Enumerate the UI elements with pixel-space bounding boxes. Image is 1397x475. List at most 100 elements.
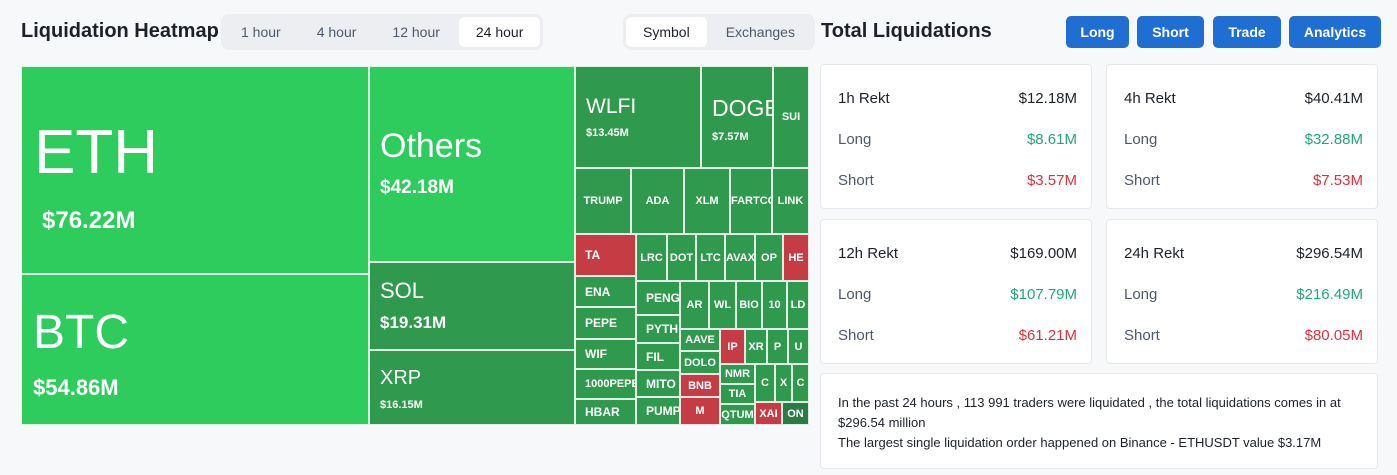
card-long-value: $216.49M xyxy=(1296,286,1363,303)
heatmap-tile-xai[interactable]: XAI xyxy=(755,402,782,425)
heatmap-tile-link[interactable]: LINK xyxy=(772,168,809,234)
heatmap-tile-on[interactable]: ON xyxy=(782,402,809,425)
card-long-label: Long xyxy=(1124,131,1158,148)
heatmap-tile-x[interactable]: X xyxy=(775,364,792,402)
heatmap-tile-c[interactable]: C xyxy=(755,364,775,402)
tile-symbol: HE xyxy=(788,251,804,264)
heatmap-tile-pyth[interactable]: PYTH xyxy=(636,315,680,343)
card-long-label: Long xyxy=(838,286,872,303)
heatmap-tile-xr[interactable]: XR xyxy=(745,329,767,364)
card-long-value: $8.61M xyxy=(1026,131,1077,148)
heatmap-tile-dot[interactable]: DOT xyxy=(667,234,696,281)
card-long-value: $107.79M xyxy=(1010,286,1077,303)
card-short-label: Short xyxy=(838,327,874,344)
tile-symbol: Others xyxy=(380,127,483,165)
heatmap-tile-c2[interactable]: C xyxy=(792,364,809,402)
heatmap-tile-hbar[interactable]: HBAR xyxy=(575,399,636,425)
card-period: 24h Rekt xyxy=(1124,245,1185,262)
tab-symbol[interactable]: Symbol xyxy=(626,17,707,47)
card-short-value: $3.57M xyxy=(1026,172,1077,189)
analytics-button[interactable]: Analytics xyxy=(1289,16,1381,48)
heatmap-tile-bnb[interactable]: BNB xyxy=(680,374,720,397)
tile-symbol: ETH xyxy=(34,118,158,187)
tile-symbol: ON xyxy=(787,407,804,420)
heatmap-tile-others[interactable]: Others $42.18M xyxy=(369,66,575,262)
card-period: 1h Rekt xyxy=(838,90,890,107)
heatmap-tile-mito[interactable]: MITO xyxy=(636,370,680,397)
card-total: $40.41M xyxy=(1304,90,1363,107)
heatmap-tile-wif[interactable]: WIF xyxy=(575,339,636,369)
tile-symbol: XR xyxy=(748,340,764,353)
heatmap-tile-aave[interactable]: AAVE xyxy=(680,329,720,351)
heatmap-tile-ar[interactable]: AR xyxy=(680,281,709,329)
heatmap-tile-ltc[interactable]: LTC xyxy=(696,234,725,281)
heatmap-tile-ta[interactable]: TA xyxy=(575,234,636,276)
tile-symbol: M xyxy=(695,405,705,417)
heatmap-tile-pengu[interactable]: PENGU xyxy=(636,281,680,315)
heatmap-tile-ada[interactable]: ADA xyxy=(631,168,684,234)
heatmap-tile-sui[interactable]: SUI xyxy=(773,66,809,168)
tile-value: $16.15M xyxy=(380,399,423,411)
heatmap-tile-10[interactable]: 10 xyxy=(762,281,787,329)
tile-symbol: QTUM xyxy=(721,408,754,421)
heatmap-tile-dolo[interactable]: DOLO xyxy=(680,351,720,374)
tile-symbol: C xyxy=(796,377,805,389)
view-tabs: Symbol Exchanges xyxy=(623,14,815,50)
card-short-label: Short xyxy=(838,172,874,189)
heatmap-tile-m[interactable]: M xyxy=(680,397,720,425)
heatmap-tile-xrp[interactable]: XRP $16.15M xyxy=(369,350,575,425)
heatmap-tile-op[interactable]: OP xyxy=(755,234,783,281)
tab-24-hour[interactable]: 24 hour xyxy=(458,17,541,47)
trade-button[interactable]: Trade xyxy=(1213,16,1281,48)
tile-symbol: LD xyxy=(790,299,806,311)
heatmap-tile-sol[interactable]: SOL $19.31M xyxy=(369,262,575,350)
tile-symbol: XLM xyxy=(695,195,719,207)
heatmap-tile-he[interactable]: HE xyxy=(783,234,809,281)
card-period: 4h Rekt xyxy=(1124,90,1176,107)
heatmap-tile-wlfi[interactable]: WLFI $13.45M xyxy=(575,66,701,168)
heatmap-tile-xlm[interactable]: XLM xyxy=(684,168,730,234)
liquidation-heatmap: ETH $76.22M BTC $54.86M Others $42.18M S… xyxy=(21,66,809,425)
tile-symbol: AAVE xyxy=(685,334,715,346)
heatmap-tile-eth[interactable]: ETH $76.22M xyxy=(21,66,369,274)
tab-1-hour[interactable]: 1 hour xyxy=(241,24,281,40)
heatmap-tile-pump[interactable]: PUMP xyxy=(636,397,680,425)
tile-symbol: DOLO xyxy=(684,356,716,369)
heatmap-tile-wl[interactable]: WL xyxy=(709,281,736,329)
tab-exchanges[interactable]: Exchanges xyxy=(725,24,795,40)
tile-value: $7.57M xyxy=(712,131,749,143)
tab-4-hour[interactable]: 4 hour xyxy=(316,24,357,40)
heatmap-tile-btc[interactable]: BTC $54.86M xyxy=(21,274,369,425)
heatmap-tile-p[interactable]: P xyxy=(767,329,788,364)
heatmap-tile-trump[interactable]: TRUMP xyxy=(575,168,631,234)
heatmap-tile-nmr[interactable]: NMR xyxy=(720,364,755,384)
tile-symbol: TA xyxy=(585,248,601,262)
heatmap-tile-doge[interactable]: DOGE $7.57M xyxy=(701,66,773,168)
tab-12-hour[interactable]: 12 hour xyxy=(392,24,440,40)
tile-symbol: XAI xyxy=(759,407,778,420)
tile-symbol: BTC xyxy=(33,306,129,359)
tile-symbol: MITO xyxy=(646,376,676,391)
long-button[interactable]: Long xyxy=(1066,16,1129,48)
heatmap-tile-tia[interactable]: TIA xyxy=(720,384,755,404)
heatmap-tile-fil[interactable]: FIL xyxy=(636,343,680,370)
heatmap-tile-ip[interactable]: IP xyxy=(720,329,745,364)
tile-symbol: IP xyxy=(727,340,738,353)
heatmap-tile-qtum[interactable]: QTUM xyxy=(720,404,755,425)
tile-value: $19.31M xyxy=(380,313,447,332)
heatmap-title: Liquidation Heatmap xyxy=(21,20,219,42)
heatmap-tile-fartcoin[interactable]: FARTCOIN xyxy=(730,168,772,234)
tile-symbol: PENGU xyxy=(646,291,680,305)
tile-symbol: LRC xyxy=(640,251,663,264)
heatmap-tile-1000pepe[interactable]: 1000PEPE xyxy=(575,369,636,399)
heatmap-tile-u[interactable]: U xyxy=(788,329,809,364)
tile-symbol: SOL xyxy=(380,278,425,303)
short-button[interactable]: Short xyxy=(1137,16,1204,48)
heatmap-tile-lrc[interactable]: LRC xyxy=(636,234,667,281)
heatmap-tile-ena[interactable]: ENA xyxy=(575,276,636,307)
tile-symbol: FIL xyxy=(646,349,664,364)
heatmap-tile-avax[interactable]: AVAX xyxy=(725,234,755,281)
heatmap-tile-pepe[interactable]: PEPE xyxy=(575,307,636,339)
heatmap-tile-bio[interactable]: BIO xyxy=(736,281,762,329)
heatmap-tile-ld[interactable]: LD xyxy=(787,281,809,329)
